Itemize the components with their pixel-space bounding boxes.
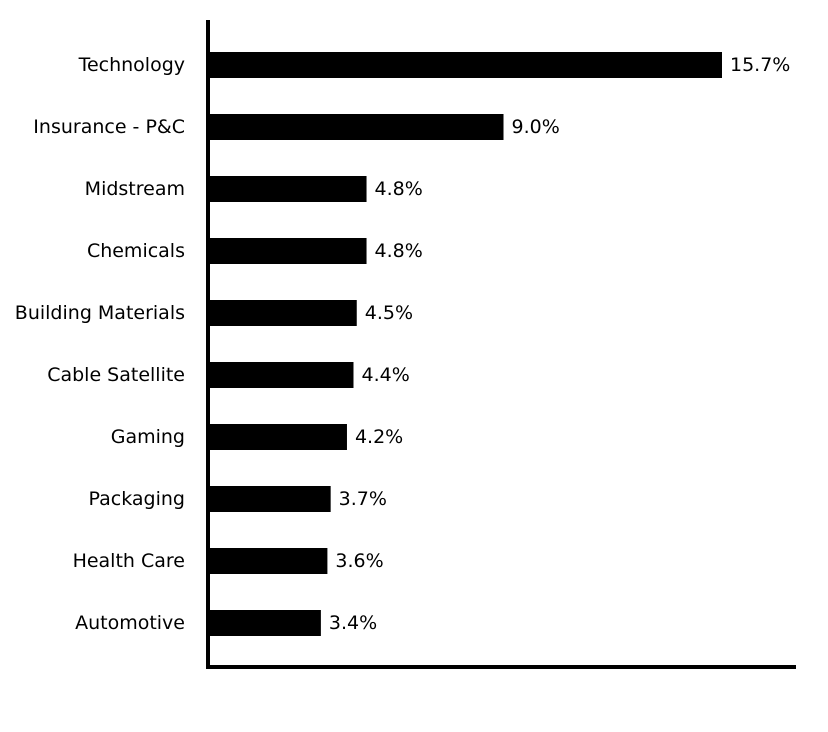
value-label-5: 4.4% (361, 364, 409, 386)
value-label-3: 4.8% (375, 240, 423, 262)
bar-0 (210, 52, 722, 78)
category-label-8: Health Care (73, 550, 185, 572)
category-label-1: Insurance - P&C (33, 116, 185, 138)
bar-6 (210, 424, 347, 450)
category-labels-group: Technology Insurance - P&C Midstream Chemic… (15, 54, 185, 634)
value-label-1: 9.0% (512, 116, 560, 138)
bar-5 (210, 362, 354, 388)
value-label-9: 3.4% (329, 612, 377, 634)
category-label-0: Technology (78, 54, 185, 76)
category-label-6: Gaming (111, 426, 185, 448)
value-label-0: 15.7% (730, 54, 790, 76)
category-label-3: Chemicals (87, 240, 185, 262)
value-label-7: 3.7% (339, 488, 387, 510)
bar-1 (210, 114, 504, 140)
category-label-9: Automotive (75, 612, 185, 634)
bar-9 (210, 610, 321, 636)
value-label-4: 4.5% (365, 302, 413, 324)
category-label-2: Midstream (85, 178, 185, 200)
bar-8 (210, 548, 328, 574)
value-label-2: 4.8% (375, 178, 423, 200)
value-label-6: 4.2% (355, 426, 403, 448)
bar-4 (210, 300, 357, 326)
category-label-7: Packaging (89, 488, 185, 510)
bar-3 (210, 238, 367, 264)
bar-2 (210, 176, 367, 202)
category-label-5: Cable Satellite (47, 364, 185, 386)
value-label-8: 3.6% (335, 550, 383, 572)
bar-7 (210, 486, 331, 512)
bars-group (210, 52, 722, 636)
category-label-4: Building Materials (15, 302, 185, 324)
value-labels-group: 15.7% 9.0% 4.8% 4.8% 4.5% 4.4% 4.2% 3.7% 3.6% 3.4… (329, 54, 790, 634)
